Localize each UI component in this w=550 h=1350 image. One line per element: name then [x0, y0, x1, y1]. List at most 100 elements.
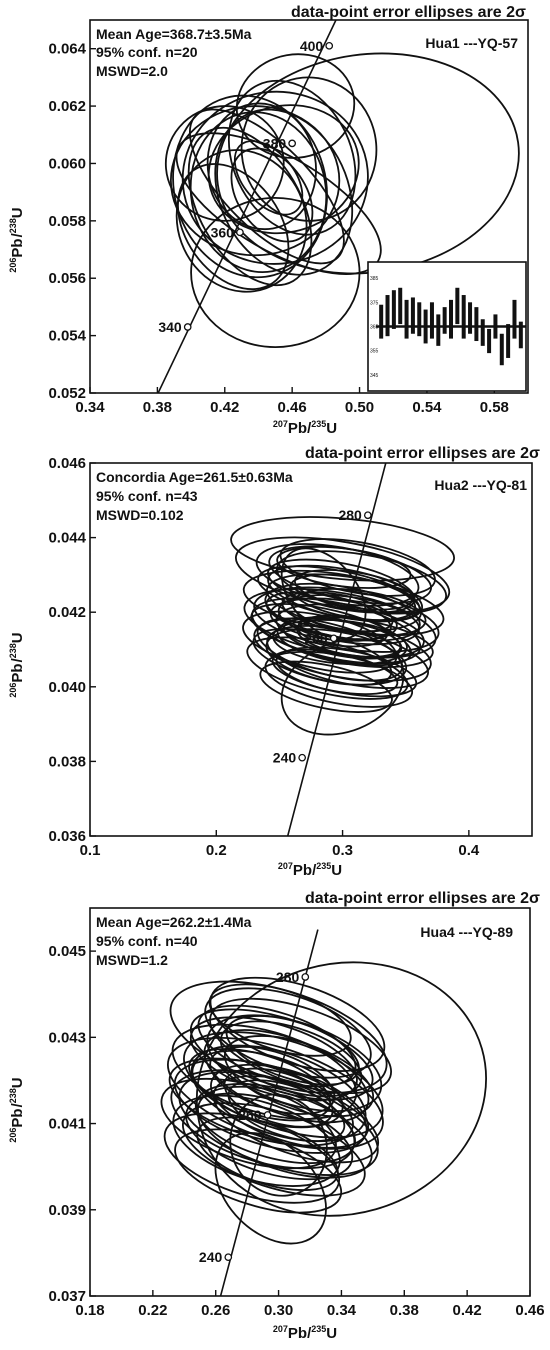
x-tick-label: 0.38 — [390, 1302, 419, 1319]
error-ellipse — [206, 102, 317, 231]
inset-bar — [512, 299, 517, 339]
error-ellipse — [219, 1020, 363, 1098]
x-tick-label: 0.3 — [332, 842, 353, 859]
error-ellipse — [280, 547, 367, 640]
panel-3-x-pb-mass: 207 — [273, 1324, 288, 1334]
y-tick-label: 0.046 — [48, 455, 86, 472]
error-ellipse — [196, 1116, 339, 1191]
panel-2-axes: 0.1 0.2 0.3 0.4 0.036 0.038 0.040 0.042 0.044 0.0… — [48, 455, 533, 859]
inset-bar — [449, 299, 453, 339]
panel-2-stat-line-3: MSWD=0.102 — [96, 507, 184, 523]
concordia-age-label: 260 — [304, 630, 328, 646]
concordia-age-marker — [301, 973, 310, 981]
panel-1-header: data-point error ellipses are 2σ — [291, 4, 526, 21]
x-tick-label: 0.38 — [143, 399, 172, 416]
error-ellipse — [253, 617, 432, 682]
panel-1-y-axis-label: 206Pb/238U — [8, 207, 26, 272]
error-ellipse — [207, 104, 360, 235]
concordia-age-marker — [363, 511, 372, 520]
inset-bar — [429, 302, 434, 339]
x-tick-label: 0.42 — [210, 399, 239, 416]
panel-hua4: data-point error ellipses are 2σ 0.18 0.2… — [8, 890, 545, 1342]
x-tick-label: 0.54 — [412, 399, 442, 416]
inset-bar — [398, 287, 403, 325]
inset-bar — [518, 321, 523, 349]
error-ellipse — [227, 1079, 346, 1142]
panel-1-inset-bar-chart: 385 375 365 355 345 — [367, 261, 527, 392]
panel-2-y-u-mass: 238 — [8, 643, 18, 658]
y-tick-label: 0.041 — [48, 1116, 86, 1133]
y-tick-label: 0.039 — [48, 1202, 86, 1219]
panel-1-x-pb: Pb — [288, 420, 307, 437]
panel-2-x-pb: Pb — [293, 862, 312, 879]
error-ellipse — [233, 140, 304, 216]
inset-y-tick-label: 365 — [370, 325, 379, 331]
panel-3-sample-label: Hua4 ---YQ-89 — [420, 924, 513, 940]
concordia-age-label: 280 — [338, 507, 362, 523]
error-ellipse — [174, 1128, 343, 1214]
panel-2-plot-area: 280 260 240 — [230, 463, 455, 836]
inset-y-tick-label: 385 — [370, 276, 379, 282]
error-ellipse — [253, 586, 440, 653]
error-ellipse — [185, 1092, 354, 1181]
error-ellipse — [227, 79, 357, 236]
error-ellipse — [280, 638, 405, 736]
concordia-age-label: 280 — [276, 969, 300, 985]
inset-bar — [391, 290, 396, 329]
panel-1-y-u-mass: 238 — [8, 218, 18, 233]
panel-1-sample-label: Hua1 ---YQ-57 — [425, 35, 518, 51]
panel-2-x-u: U — [331, 862, 342, 879]
inset-bar — [480, 319, 485, 346]
panel-1-axes: 0.34 0.38 0.42 0.46 0.50 0.54 0.58 0.052 0.054 0.… — [48, 19, 529, 416]
error-ellipse — [223, 1035, 375, 1118]
panel-3-stat-line-3: MSWD=1.2 — [96, 952, 168, 968]
y-tick-label: 0.056 — [48, 270, 86, 287]
panel-2-y-axis-label: 206Pb/238U — [8, 632, 26, 697]
plot-frame — [89, 462, 533, 837]
panel-2-stat-line-1: Concordia Age=261.5±0.63Ma — [96, 469, 293, 485]
inset-y-tick-label: 355 — [370, 349, 379, 355]
panel-1-y-pb: Pb — [9, 238, 26, 257]
inset-bar — [379, 304, 384, 339]
y-tick-label: 0.062 — [48, 98, 86, 115]
panel-1-x-axis-label: 207Pb/235U — [273, 419, 337, 437]
x-tick-label: 0.34 — [327, 1302, 357, 1319]
inset-bar — [410, 297, 415, 334]
plot-frame — [89, 907, 531, 1297]
x-tick-label: 0.58 — [480, 399, 509, 416]
concordia-age-marker — [329, 634, 338, 643]
x-tick-label: 0.34 — [75, 399, 105, 416]
error-ellipse — [190, 196, 361, 348]
concordia-age-marker — [224, 1253, 233, 1262]
concordia-age-label: 340 — [158, 319, 182, 335]
concordia-curve — [157, 20, 337, 393]
y-tick-label: 0.058 — [48, 213, 86, 230]
panel-2-y-u: U — [9, 632, 26, 643]
panel-1-x-u: U — [326, 420, 337, 437]
panel-3-axes: 0.18 0.22 0.26 0.30 0.34 0.38 0.42 0.46 0.037 0.0… — [48, 907, 545, 1319]
inset-bar — [455, 287, 460, 325]
panel-3-y-axis-label: 206Pb/238U — [8, 1077, 26, 1142]
panel-2-stat-line-2: 95% conf. n=43 — [96, 488, 198, 504]
x-tick-label: 0.18 — [75, 1302, 104, 1319]
error-ellipse — [160, 1077, 337, 1170]
y-tick-label: 0.060 — [48, 155, 86, 172]
x-tick-label: 0.1 — [80, 842, 101, 859]
error-ellipse — [214, 1132, 327, 1245]
inset-bar — [487, 328, 492, 354]
concordia-curve — [286, 463, 387, 836]
concordia-age-marker — [263, 1111, 272, 1119]
inset-bar — [468, 302, 473, 334]
panel-1-stat-line-1: Mean Age=368.7±3.5Ma — [96, 26, 252, 42]
x-tick-label: 0.26 — [201, 1302, 230, 1319]
panel-3-header: data-point error ellipses are 2σ — [305, 890, 540, 907]
error-ellipse — [188, 1048, 332, 1122]
error-ellipse — [189, 1016, 358, 1102]
error-ellipse — [275, 646, 418, 698]
panel-1-plot-area: 400 380 360 340 — [157, 20, 520, 393]
y-tick-label: 0.052 — [48, 385, 86, 402]
panel-1-y-pb-mass: 206 — [8, 258, 18, 273]
error-ellipse — [234, 536, 451, 614]
panel-3-x-u: U — [326, 1325, 337, 1342]
